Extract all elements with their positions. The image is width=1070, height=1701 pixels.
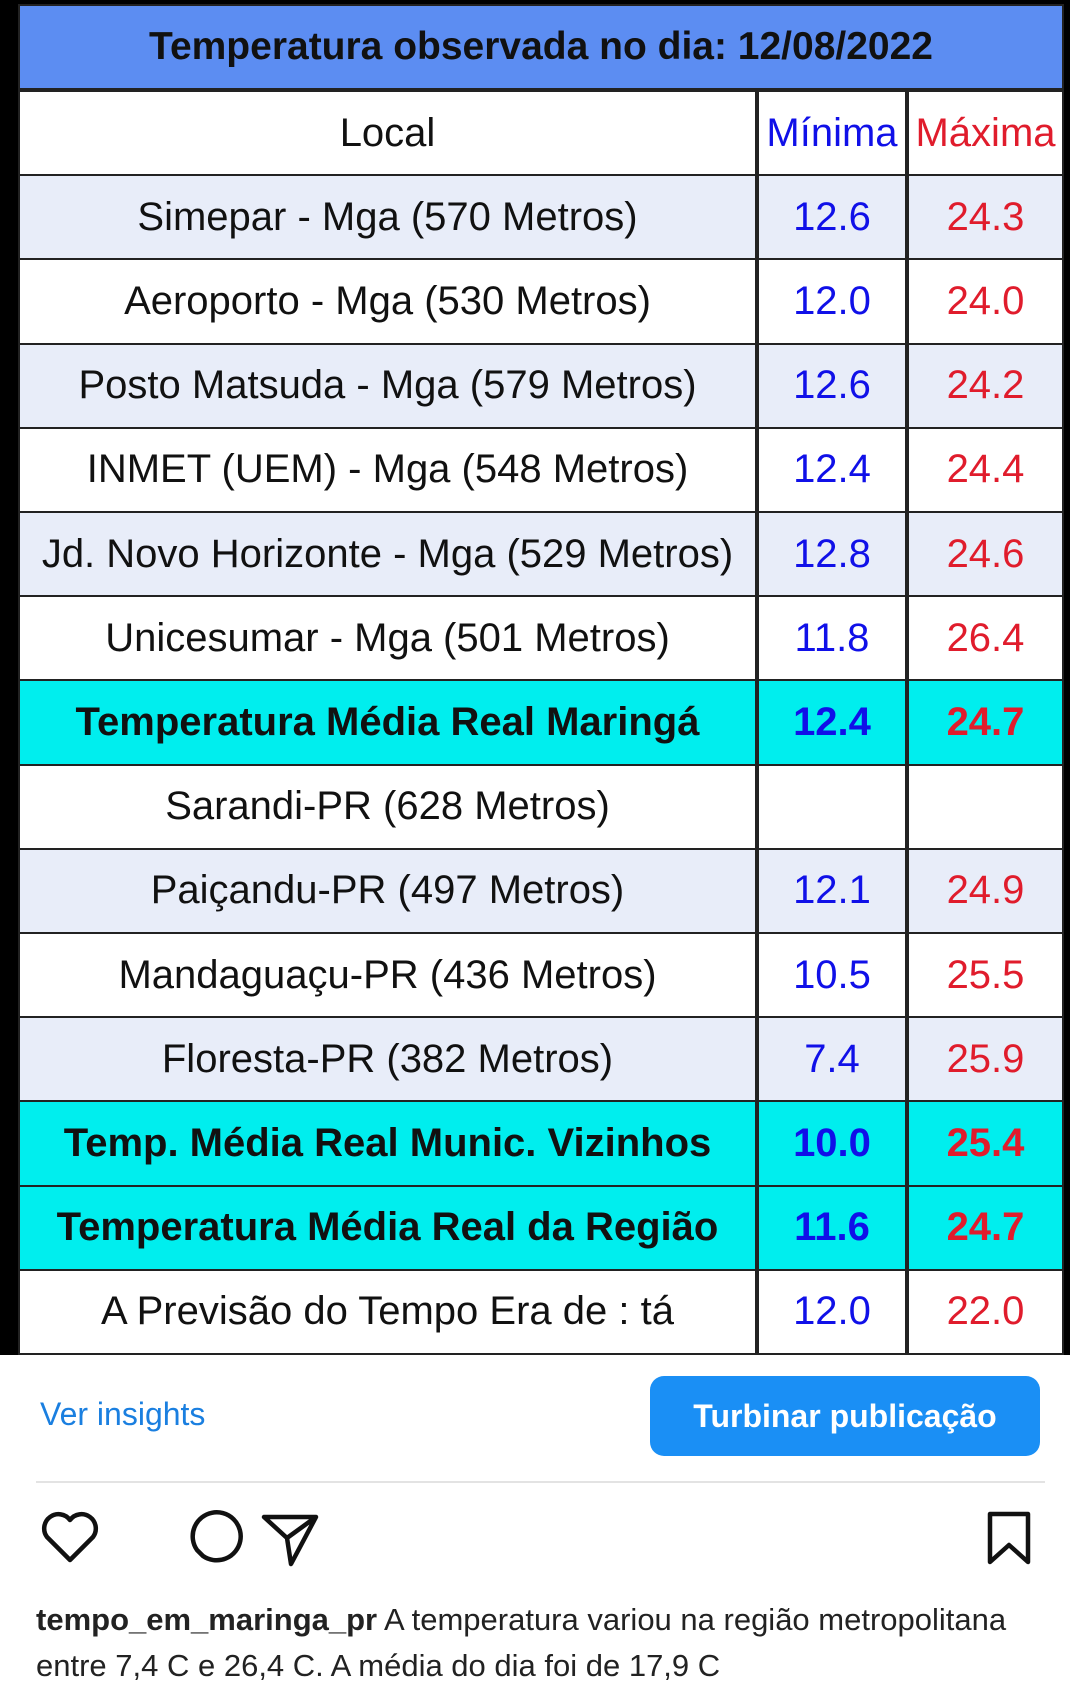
- max-cell: 24.3: [907, 174, 1064, 261]
- table-image: Temperatura observada no dia: 12/08/2022…: [0, 0, 1070, 1355]
- max-cell: 24.7: [907, 1184, 1064, 1271]
- min-cell: 12.0: [757, 258, 907, 345]
- min-cell: [757, 763, 907, 850]
- max-cell: 24.7: [907, 679, 1064, 766]
- min-cell: 12.4: [757, 426, 907, 513]
- local-cell: Temperatura Média Real da Região: [18, 1184, 757, 1271]
- header-cell: Máxima: [907, 90, 1064, 177]
- share-icon[interactable]: [261, 1514, 319, 1567]
- caption-text: A temperatura variou na região metropoli…: [36, 1602, 1007, 1683]
- local-cell: Floresta-PR (382 Metros): [18, 1016, 757, 1103]
- max-cell: 24.6: [907, 511, 1064, 598]
- max-cell: 24.9: [907, 847, 1064, 934]
- max-cell: 25.9: [907, 1016, 1064, 1103]
- min-cell: 12.4: [757, 679, 907, 766]
- min-cell: 10.5: [757, 932, 907, 1019]
- min-cell: 11.6: [757, 1184, 907, 1271]
- local-cell: Sarandi-PR (628 Metros): [18, 763, 757, 850]
- max-cell: 24.2: [907, 342, 1064, 429]
- comment-icon[interactable]: [190, 1510, 243, 1563]
- min-cell: 12.1: [757, 847, 907, 934]
- local-cell: Mandaguaçu-PR (436 Metros): [18, 932, 757, 1019]
- insights-link[interactable]: Ver insights: [40, 1396, 206, 1432]
- min-cell: 7.4: [757, 1016, 907, 1103]
- boost-button[interactable]: Turbinar publicação: [650, 1376, 1040, 1456]
- local-cell: A Previsão do Tempo Era de : tá: [18, 1268, 757, 1355]
- max-cell: 24.0: [907, 258, 1064, 345]
- max-cell: 25.5: [907, 932, 1064, 1019]
- caption-user: tempo_em_maringa_pr: [36, 1602, 378, 1637]
- max-cell: 22.0: [907, 1268, 1064, 1355]
- like-icon[interactable]: [41, 1512, 99, 1563]
- local-cell: Unicesumar - Mga (501 Metros): [18, 595, 757, 682]
- local-cell: Simepar - Mga (570 Metros): [18, 174, 757, 261]
- caption: tempo_em_maringa_pr A temperatura variou…: [36, 1597, 1046, 1689]
- table-title: Temperatura observada no dia: 12/08/2022: [18, 4, 1064, 90]
- local-cell: Aeroporto - Mga (530 Metros): [18, 258, 757, 345]
- local-cell: Temperatura Média Real Maringá: [18, 679, 757, 766]
- min-cell: 12.8: [757, 511, 907, 598]
- max-cell: [907, 763, 1064, 850]
- min-cell: 12.6: [757, 174, 907, 261]
- local-cell: INMET (UEM) - Mga (548 Metros): [18, 426, 757, 513]
- max-cell: 26.4: [907, 595, 1064, 682]
- save-icon[interactable]: [987, 1511, 1031, 1565]
- min-cell: 12.0: [757, 1268, 907, 1355]
- max-cell: 24.4: [907, 426, 1064, 513]
- action-icons: [41, 1510, 1031, 1567]
- local-cell: Posto Matsuda - Mga (579 Metros): [18, 342, 757, 429]
- min-cell: 12.6: [757, 342, 907, 429]
- header-cell: Mínima: [757, 90, 907, 177]
- min-cell: 11.8: [757, 595, 907, 682]
- max-cell: 25.4: [907, 1100, 1064, 1187]
- local-cell: Temp. Média Real Munic. Vizinhos: [18, 1100, 757, 1187]
- local-cell: Jd. Novo Horizonte - Mga (529 Metros): [18, 511, 757, 598]
- min-cell: 10.0: [757, 1100, 907, 1187]
- divider: [36, 1481, 1045, 1483]
- header-cell: Local: [18, 90, 757, 177]
- local-cell: Paiçandu-PR (497 Metros): [18, 847, 757, 934]
